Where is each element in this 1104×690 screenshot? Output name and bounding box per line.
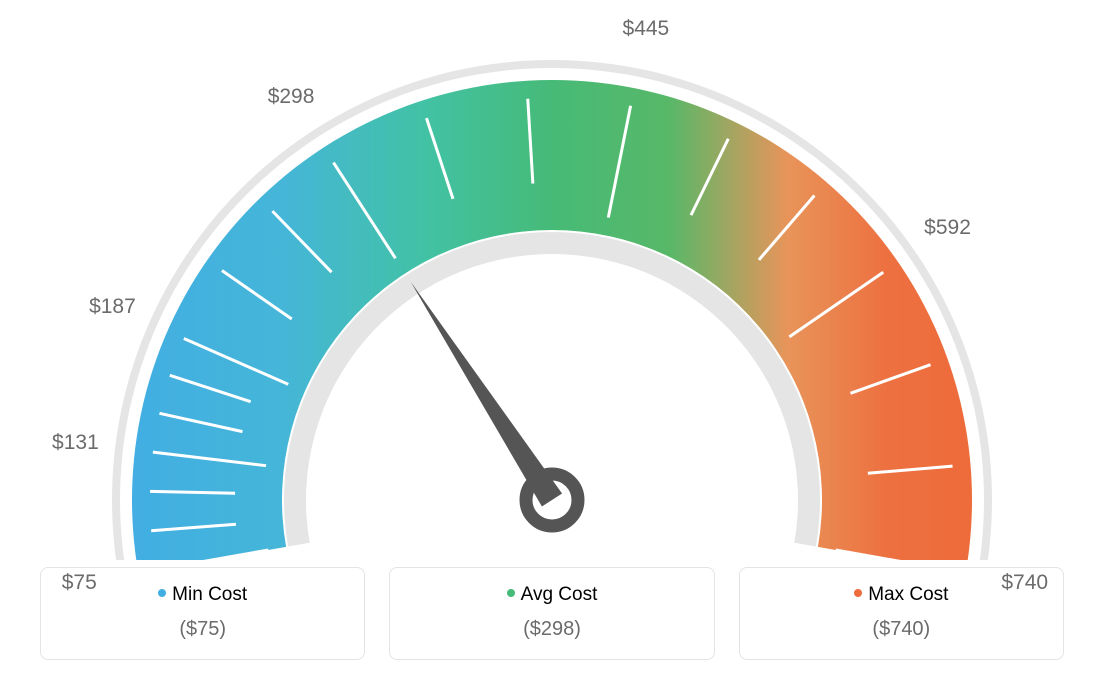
legend-card-max: Max Cost ($740) <box>739 567 1064 660</box>
gauge-tick-label: $445 <box>623 17 670 41</box>
gauge-area: $75$131$187$298$445$592$740 <box>0 0 1104 560</box>
legend-card-min: Min Cost ($75) <box>40 567 365 660</box>
legend-label-max: Max Cost <box>868 584 948 605</box>
gauge-svg <box>0 0 1104 560</box>
legend-title-min: Min Cost <box>51 584 354 606</box>
legend-row: Min Cost ($75) Avg Cost ($298) Max Cost … <box>40 567 1064 660</box>
legend-value-max: ($740) <box>750 618 1053 641</box>
legend-dot-avg <box>507 589 515 597</box>
legend-dot-max <box>854 589 862 597</box>
legend-dot-min <box>158 589 166 597</box>
gauge-tick-label: $187 <box>89 295 136 319</box>
gauge-tick-label: $131 <box>52 431 99 455</box>
cost-gauge-chart: $75$131$187$298$445$592$740 Min Cost ($7… <box>0 0 1104 690</box>
gauge-tick-label: $298 <box>268 85 315 109</box>
legend-value-avg: ($298) <box>400 618 703 641</box>
gauge-tick-label: $592 <box>924 216 971 240</box>
legend-title-max: Max Cost <box>750 584 1053 606</box>
legend-label-avg: Avg Cost <box>521 584 598 605</box>
legend-label-min: Min Cost <box>172 584 247 605</box>
legend-card-avg: Avg Cost ($298) <box>389 567 714 660</box>
legend-value-min: ($75) <box>51 618 354 641</box>
legend-title-avg: Avg Cost <box>400 584 703 606</box>
